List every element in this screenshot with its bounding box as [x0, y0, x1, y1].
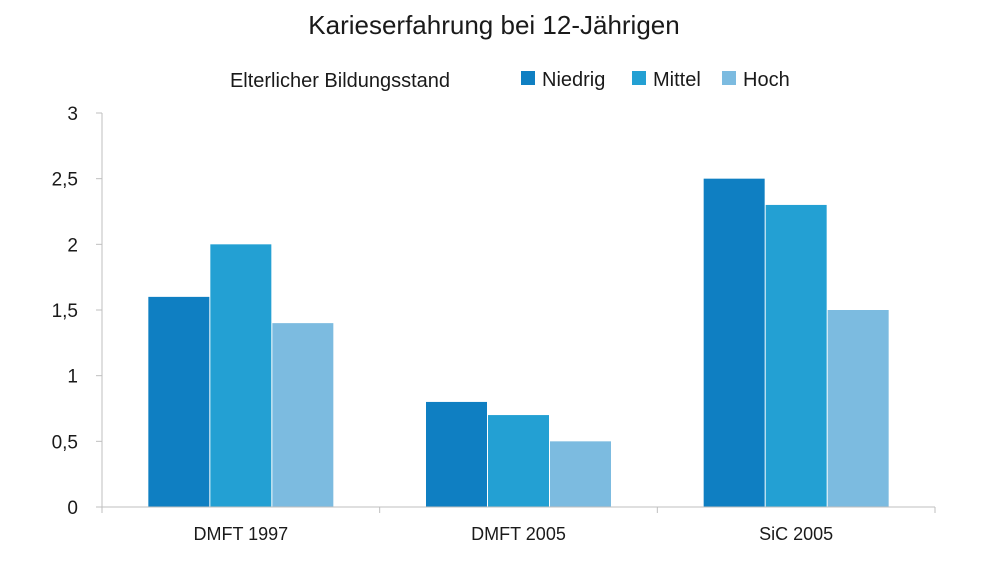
y-tick-label: 2,5: [52, 170, 78, 191]
legend-label: Mittel: [653, 69, 701, 91]
y-tick-label: 1,5: [52, 301, 78, 322]
x-tick-label: DMFT 2005: [471, 524, 566, 544]
legend-label: Niedrig: [542, 69, 605, 91]
bar: [272, 323, 334, 507]
bar: [703, 178, 765, 507]
legend-title: Elterlicher Bildungsstand: [230, 70, 450, 92]
y-tick-label: 2: [67, 235, 78, 256]
y-axis: 0 0,5 1 1,5 2 2,5 3: [52, 104, 103, 519]
y-tick-label: 1: [67, 367, 78, 388]
bar: [210, 244, 272, 508]
x-tick-label: DMFT 1997: [193, 524, 288, 544]
legend-swatch: [722, 71, 736, 85]
bars: [148, 178, 889, 508]
bar: [426, 401, 487, 507]
y-tick-label: 0,5: [52, 432, 78, 453]
x-tick-label: SiC 2005: [759, 524, 833, 544]
legend: Niedrig Mittel Hoch: [521, 69, 790, 91]
bar: [550, 441, 611, 507]
legend-label: Hoch: [743, 69, 790, 91]
bar: [827, 310, 889, 507]
x-axis: DMFT 1997 DMFT 2005 SiC 2005: [101, 506, 936, 544]
chart-title: Karieserfahrung bei 12-Jährigen: [308, 10, 679, 40]
bar: [148, 296, 210, 507]
y-tick-label: 0: [67, 498, 78, 519]
y-tick-label: 3: [67, 104, 78, 125]
legend-swatch: [632, 71, 646, 85]
bar: [765, 204, 827, 507]
legend-swatch: [521, 71, 535, 85]
bar: [488, 415, 549, 507]
